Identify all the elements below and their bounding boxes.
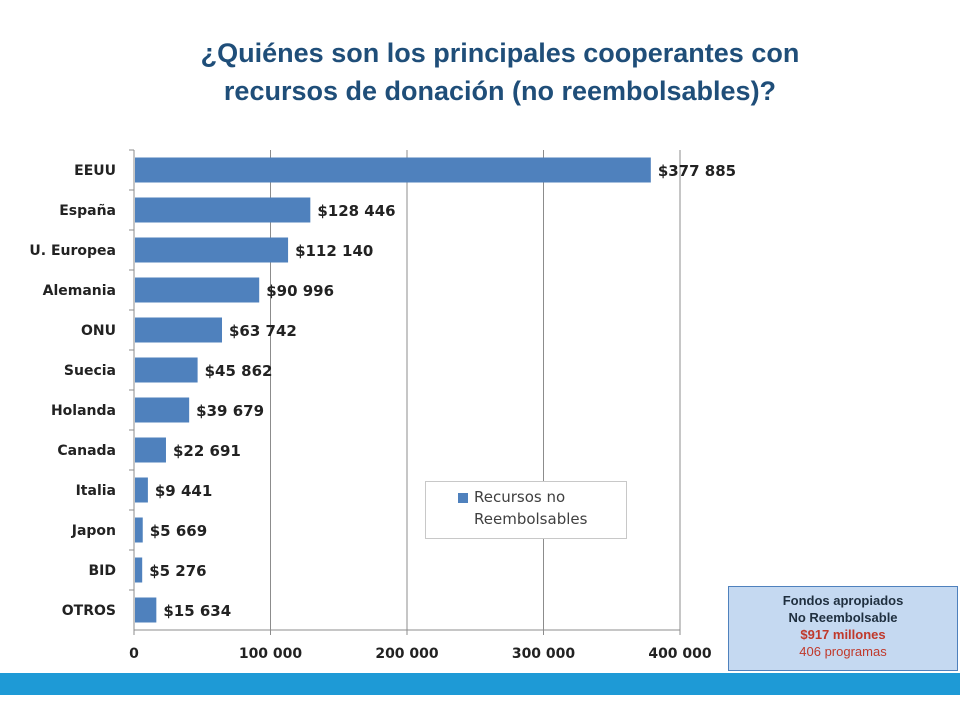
chart-legend: Recursos no Reembolsables: [425, 481, 627, 539]
x-tick-label: 400 000: [648, 646, 712, 662]
x-tick-label: 100 000: [239, 646, 303, 662]
category-label: Holanda: [51, 403, 116, 419]
bar: [135, 397, 190, 423]
data-label: $377 885: [658, 162, 736, 180]
data-label: $112 140: [295, 242, 373, 260]
bar: [135, 517, 143, 543]
bar: [135, 317, 223, 343]
bar: [135, 197, 311, 223]
data-label: $39 679: [196, 402, 264, 420]
data-label: $15 634: [163, 602, 231, 620]
legend-swatch: [458, 493, 468, 503]
bar: [135, 237, 289, 263]
category-label: EEUU: [74, 163, 116, 179]
category-label: Canada: [57, 443, 116, 459]
summary-program-count: 406 programas: [799, 644, 887, 659]
data-label: $63 742: [229, 322, 297, 340]
data-label: $128 446: [317, 202, 395, 220]
bar: [135, 557, 143, 583]
chart-title-line2: recursos de donación (no reembolsables)?: [223, 76, 777, 106]
category-label: Suecia: [64, 363, 116, 379]
category-label: España: [59, 203, 116, 219]
data-label: $90 996: [266, 282, 334, 300]
category-label: BID: [88, 563, 116, 579]
data-label: $45 862: [205, 362, 273, 380]
legend-label: Recursos no Reembolsables: [474, 488, 588, 528]
bar: [135, 597, 157, 623]
funds-summary-box: Fondos apropiados No Reembolsable $917 m…: [728, 586, 958, 671]
data-label: $22 691: [173, 442, 241, 460]
x-tick-label: 300 000: [512, 646, 576, 662]
footer-bar: [0, 673, 960, 695]
bar: [135, 157, 651, 183]
category-label: Japon: [71, 523, 116, 539]
category-label: OTROS: [62, 603, 116, 619]
category-label: Alemania: [43, 283, 116, 299]
bar: [135, 357, 198, 383]
category-label: U. Europea: [29, 243, 116, 259]
category-label: ONU: [81, 323, 116, 339]
data-label: $9 441: [155, 482, 212, 500]
x-tick-label: 0: [129, 646, 139, 662]
summary-total-amount: $917 millones: [800, 627, 886, 642]
x-tick-label: 200 000: [375, 646, 439, 662]
category-label: Italia: [76, 483, 116, 499]
data-label: $5 669: [150, 522, 207, 540]
summary-subheading: No Reembolsable: [788, 610, 898, 625]
bar: [135, 437, 166, 463]
chart-title-line1: ¿Quiénes son los principales cooperantes…: [200, 38, 800, 68]
bar: [135, 277, 260, 303]
data-label: $5 276: [149, 562, 206, 580]
bar: [135, 477, 148, 503]
summary-heading: Fondos apropiados: [782, 593, 904, 608]
chart-title: ¿Quiénes son los principales cooperantes…: [100, 34, 900, 110]
